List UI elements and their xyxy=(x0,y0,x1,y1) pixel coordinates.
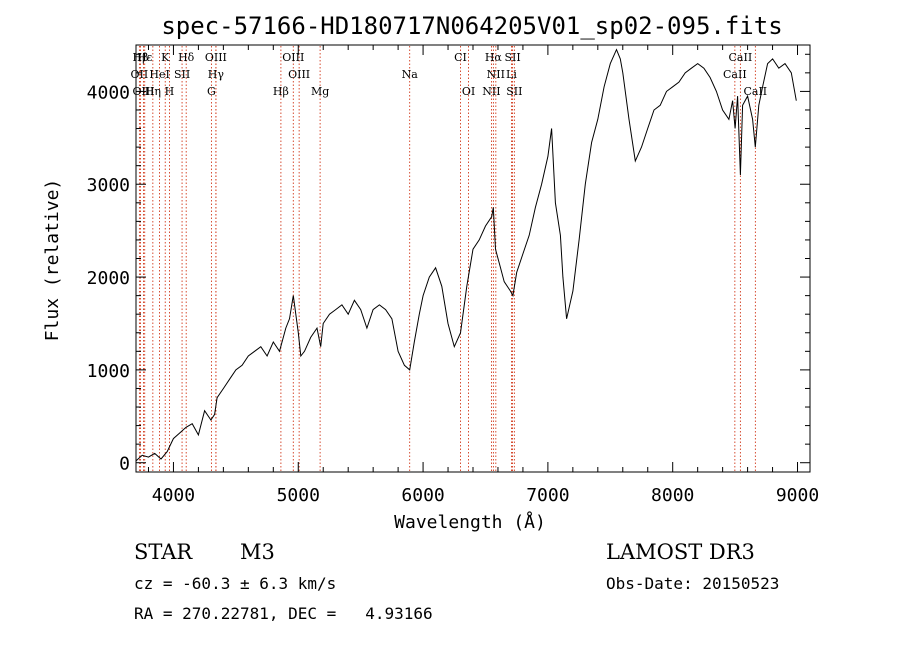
spectral-line-label: Mg xyxy=(311,85,329,98)
spectral-line-markers xyxy=(138,46,756,471)
spectral-line-label: OIII xyxy=(282,51,304,64)
spectral-line-label: SII xyxy=(506,85,522,98)
x-tick-label: 5000 xyxy=(277,485,320,506)
spectral-line-label: SII xyxy=(504,51,520,64)
y-tick-label: 1000 xyxy=(87,361,130,382)
object-type: STAR xyxy=(134,540,193,564)
spectral-line-label: K xyxy=(161,51,170,64)
spectral-line-label: CaII xyxy=(723,68,747,81)
y-tick-label: 0 xyxy=(119,454,130,475)
spectral-line-label: CI xyxy=(454,51,467,64)
y-tick-label: 4000 xyxy=(87,82,130,103)
plot-frame xyxy=(135,44,811,473)
spectral-line-label: Hγ xyxy=(208,68,225,81)
survey-name: LAMOST DR3 xyxy=(606,540,755,564)
y-tick-label: 3000 xyxy=(87,175,130,196)
x-tick-label: 9000 xyxy=(776,485,819,506)
spectral-line-label: H xyxy=(165,85,175,98)
spectral-line-label: CaII xyxy=(729,51,753,64)
spectral-line-label: Hα xyxy=(485,51,503,64)
spectral-line-label: Hβ xyxy=(273,85,289,98)
spectral-line-label: CaII xyxy=(743,85,767,98)
spectral-line-label: HeI xyxy=(149,68,169,81)
observation-date: Obs-Date: 20150523 xyxy=(606,574,780,593)
spectral-line-label: SII xyxy=(174,68,190,81)
spectral-line-label: Li xyxy=(506,68,517,81)
y-axis-ticks: 0 1000 2000 3000 4000 xyxy=(87,53,810,475)
spectral-line-label: OIII xyxy=(205,51,227,64)
x-tick-label: 7000 xyxy=(526,485,569,506)
spectral-line-label: Hδ xyxy=(178,51,195,64)
spectral-line-label: NII xyxy=(482,85,500,98)
x-tick-label: 4000 xyxy=(152,485,195,506)
coordinates: RA = 270.22781, DEC = 4.93166 xyxy=(134,604,433,623)
spectral-line-label: OII xyxy=(131,68,149,81)
y-axis-label: Flux (relative) xyxy=(42,179,63,342)
spectral-line-label: OI xyxy=(462,85,475,98)
redshift-info: cz = -60.3 ± 6.3 km/s xyxy=(134,574,337,593)
spectral-line-label: Na xyxy=(402,68,419,81)
x-axis-label: Wavelength (Å) xyxy=(394,511,546,533)
object-subclass: M3 xyxy=(240,540,275,564)
spectral-line-label: Hε xyxy=(137,51,153,64)
x-tick-label: 8000 xyxy=(651,485,694,506)
x-axis-ticks: 4000 5000 6000 7000 8000 9000 xyxy=(147,45,819,506)
chart-title: spec-57166-HD180717N064205V01_sp02-095.f… xyxy=(161,12,782,40)
spectral-line-label: Hη xyxy=(145,85,161,98)
spectral-line-label: OIII xyxy=(288,68,310,81)
spectral-line-label: G xyxy=(207,85,216,98)
x-tick-label: 6000 xyxy=(401,485,444,506)
spectral-line-label: NII xyxy=(487,68,505,81)
y-tick-label: 2000 xyxy=(87,268,130,289)
spectrum-line xyxy=(135,48,797,462)
